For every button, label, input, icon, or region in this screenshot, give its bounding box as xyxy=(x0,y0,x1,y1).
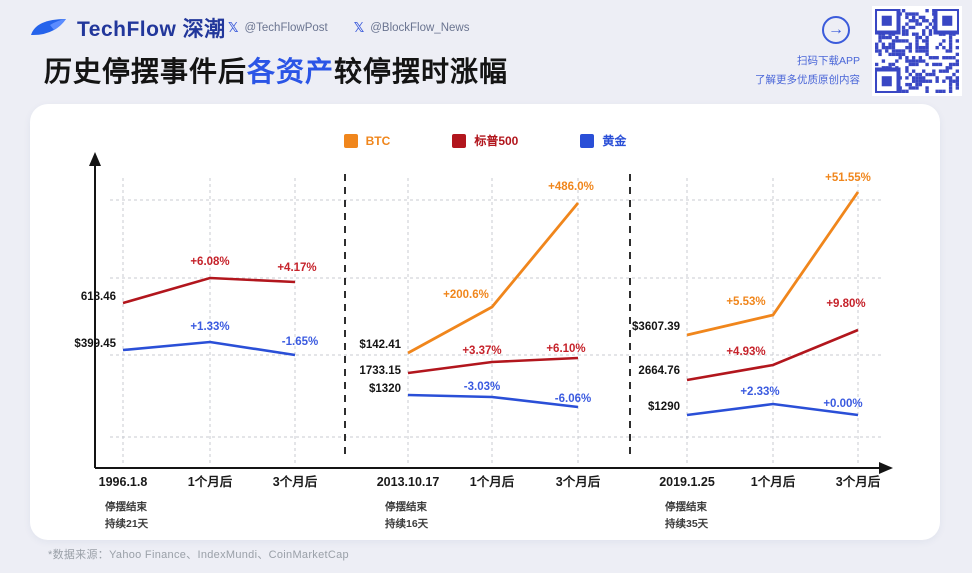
gridlines xyxy=(110,178,882,466)
sp500-start-2013: 1733.15 xyxy=(359,365,401,377)
handle-blockflownews[interactable]: 𝕏 @BlockFlow_News xyxy=(354,20,470,36)
sp500-1m-2019: +4.93% xyxy=(726,346,765,358)
gold-line-2013 xyxy=(407,393,579,409)
sp500-start-1996: 618.46 xyxy=(81,291,116,303)
gold-3m-1996: -1.65% xyxy=(282,336,318,348)
techflow-swoosh-icon xyxy=(31,19,66,36)
btc-line-2019 xyxy=(686,191,860,337)
sp500-3m-2013: +6.10% xyxy=(546,343,585,355)
legend-label: 黄金 xyxy=(602,134,627,148)
note-duration-2019: 持续35天 xyxy=(665,517,709,530)
tick-1m: 1个月后 xyxy=(470,474,515,489)
tick-1m: 1个月后 xyxy=(188,474,233,489)
x-twitter-icon: 𝕏 xyxy=(353,20,365,35)
tick-date-2013: 2013.10.17 xyxy=(377,475,440,489)
chart-card: BTC 标普500 黄金 xyxy=(30,104,940,540)
gold-line-2019 xyxy=(686,402,859,417)
note-end-2019: 停摆结束 xyxy=(665,500,707,513)
btc-start-2019: $3607.39 xyxy=(632,321,680,333)
btc-3m-2019: +51.55% xyxy=(825,172,871,184)
sp500-start-2019: 2664.76 xyxy=(638,365,680,377)
btc-swatch-icon xyxy=(343,133,358,148)
gold-1m-2019: +2.33% xyxy=(740,386,779,398)
title-part-1: 历史停摆事件后 xyxy=(44,56,248,87)
note-end-2013: 停摆结束 xyxy=(385,500,427,513)
title-part-2: 较停摆时涨幅 xyxy=(334,56,509,87)
legend-item-sp500: 标普500 xyxy=(452,132,518,149)
tick-3m: 3个月后 xyxy=(273,474,318,489)
arrow-right-circle-icon[interactable]: → xyxy=(822,16,850,44)
gold-swatch-icon xyxy=(580,133,595,148)
tick-date-1996: 1996.1.8 xyxy=(99,475,148,489)
tick-date-2019: 2019.1.25 xyxy=(659,475,715,489)
brand-name: TechFlow 深潮 xyxy=(77,18,226,41)
note-duration-2013: 持续16天 xyxy=(385,517,429,530)
gold-3m-2013: -6.06% xyxy=(555,393,591,405)
axes xyxy=(89,152,893,474)
data-source-note: *数据来源：Yahoo Finance、IndexMundi、CoinMarke… xyxy=(48,549,349,561)
brand-logo: TechFlow 深潮 xyxy=(30,13,226,43)
sp500-swatch-icon xyxy=(452,133,467,148)
gold-start-2013: $1320 xyxy=(369,383,401,395)
page-title: 历史停摆事件后各资产较停摆时涨幅 xyxy=(44,50,508,90)
qr-caption-line2: 了解更多优质原创内容 xyxy=(755,74,860,86)
handle-techflowpost[interactable]: 𝕏 @TechFlowPost xyxy=(228,20,328,36)
social-handles: 𝕏 @TechFlowPost 𝕏 @BlockFlow_News xyxy=(228,20,469,36)
qr-caption-line1: 扫码下载APP xyxy=(796,55,860,67)
gold-1m-2013: -3.03% xyxy=(464,381,500,393)
sp500-3m-1996: +4.17% xyxy=(277,262,316,274)
sp500-line-2013 xyxy=(407,356,579,375)
sp500-line-2019 xyxy=(686,328,859,382)
title-accent: 各资产 xyxy=(247,56,335,87)
qr-code[interactable] xyxy=(872,6,962,96)
btc-3m-2013: +486.0% xyxy=(548,181,594,193)
sp500-1m-2013: +3.37% xyxy=(462,345,501,357)
x-axis-labels: 1996.1.8 1个月后 3个月后 停摆结束 持续21天 2013.10.17… xyxy=(99,474,881,530)
legend-label: BTC xyxy=(365,133,391,148)
handle-text: @BlockFlow_News xyxy=(370,22,470,34)
gold-3m-2019: +0.00% xyxy=(823,398,862,410)
sp500-line-1996 xyxy=(122,276,296,305)
note-duration-1996: 持续21天 xyxy=(105,517,149,530)
shutdown-events-chart: 618.46 +6.08% +4.17% $399.45 +1.33% -1.6… xyxy=(74,152,893,530)
note-end-1996: 停摆结束 xyxy=(105,500,147,513)
gold-line-1996 xyxy=(122,340,296,357)
gold-1m-1996: +1.33% xyxy=(190,321,229,333)
gold-start-2019: $1290 xyxy=(648,401,680,413)
tick-3m: 3个月后 xyxy=(836,474,881,489)
btc-1m-2019: +5.53% xyxy=(726,296,765,308)
panel-separators xyxy=(344,174,631,456)
gold-start-1996: $399.45 xyxy=(74,338,116,350)
legend-item-btc: BTC xyxy=(343,132,391,149)
legend-label: 标普500 xyxy=(474,134,519,148)
sp500-3m-2019: +9.80% xyxy=(826,298,865,310)
btc-line-2013 xyxy=(407,202,580,355)
btc-1m-2013: +200.6% xyxy=(443,289,489,301)
qr-captions: 扫码下载APP 了解更多优质原创内容 xyxy=(755,52,860,90)
legend-item-gold: 黄金 xyxy=(580,132,626,149)
handle-text: @TechFlowPost xyxy=(244,22,328,34)
x-twitter-icon: 𝕏 xyxy=(228,20,239,35)
x-axis-arrow-icon xyxy=(879,462,893,474)
sp500-1m-1996: +6.08% xyxy=(190,256,229,268)
chart-legend: BTC 标普500 黄金 xyxy=(30,132,940,149)
y-axis-arrow-icon xyxy=(89,152,101,166)
tick-1m: 1个月后 xyxy=(751,474,796,489)
btc-start-2013: $142.41 xyxy=(359,339,401,351)
tick-3m: 3个月后 xyxy=(556,474,601,489)
